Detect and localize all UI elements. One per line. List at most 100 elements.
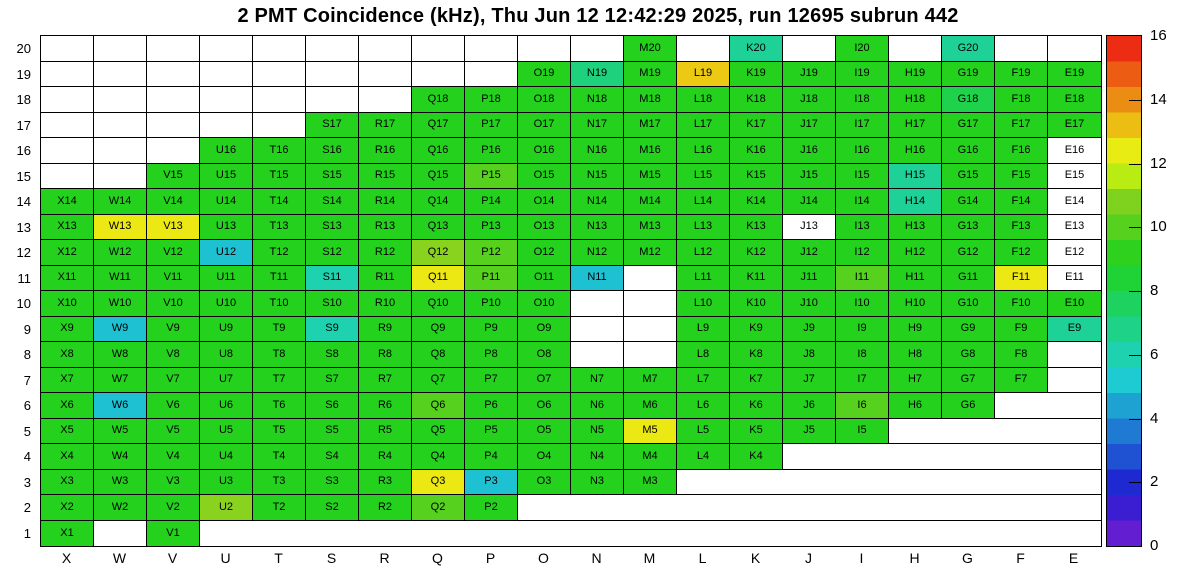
heatmap-cell: F10 — [995, 291, 1048, 317]
heatmap-cell-blank — [783, 495, 836, 521]
heatmap-cell-blank — [836, 444, 889, 470]
heatmap-cell: R6 — [359, 393, 412, 419]
heatmap-cell: S2 — [306, 495, 359, 521]
heatmap-cell: G16 — [942, 138, 995, 164]
heatmap-cell-blank — [359, 521, 412, 547]
heatmap-cell: K10 — [730, 291, 783, 317]
heatmap-cell-blank — [995, 444, 1048, 470]
heatmap-cell: O12 — [518, 240, 571, 266]
heatmap-cell: N6 — [571, 393, 624, 419]
heatmap-cell: F13 — [995, 214, 1048, 240]
heatmap-cell: O15 — [518, 163, 571, 189]
heatmap-cell: L16 — [677, 138, 730, 164]
heatmap-cell: H10 — [889, 291, 942, 317]
heatmap-cell-empty — [200, 36, 253, 62]
heatmap-cell: W13 — [94, 214, 147, 240]
heatmap-cell-blank — [518, 495, 571, 521]
heatmap-cell: M7 — [624, 367, 677, 393]
heatmap-cell-empty — [41, 36, 94, 62]
heatmap-cell: L9 — [677, 316, 730, 342]
x-axis-label: S — [326, 550, 337, 566]
heatmap-cell: P15 — [465, 163, 518, 189]
y-axis-label: 3 — [23, 474, 31, 490]
heatmap-cell: U3 — [200, 469, 253, 495]
heatmap-cell: O4 — [518, 444, 571, 470]
heatmap-cell: G11 — [942, 265, 995, 291]
heatmap-cell: I16 — [836, 138, 889, 164]
heatmap-cell: V8 — [147, 342, 200, 368]
heatmap-cell-blank — [730, 495, 783, 521]
heatmap-cell: J17 — [783, 112, 836, 138]
chart-title: 2 PMT Coincidence (kHz), Thu Jun 12 12:4… — [237, 5, 959, 27]
y-axis-label: 10 — [16, 296, 31, 312]
heatmap-cell-empty — [94, 61, 147, 87]
heatmap-cell: M19 — [624, 61, 677, 87]
heatmap-cell: W3 — [94, 469, 147, 495]
heatmap-cell: N11 — [571, 265, 624, 291]
heatmap-cell-blank — [624, 495, 677, 521]
colorbar-tick-label: 4 — [1150, 409, 1159, 427]
heatmap-cell-empty — [147, 87, 200, 113]
heatmap-cell: J7 — [783, 367, 836, 393]
heatmap-cell-empty — [571, 342, 624, 368]
heatmap-cell: I15 — [836, 163, 889, 189]
heatmap-cell: L8 — [677, 342, 730, 368]
heatmap-cell: Q5 — [412, 418, 465, 444]
heatmap-cell: Q6 — [412, 393, 465, 419]
x-axis-label: M — [643, 550, 656, 566]
heatmap-cell: N17 — [571, 112, 624, 138]
heatmap-cell-blank — [889, 495, 942, 521]
heatmap-cell: T7 — [253, 367, 306, 393]
heatmap-cell: E16 — [1048, 138, 1101, 164]
heatmap-cell: W7 — [94, 367, 147, 393]
heatmap-cell: P10 — [465, 291, 518, 317]
heatmap-cell: H16 — [889, 138, 942, 164]
heatmap-cell: U14 — [200, 189, 253, 215]
heatmap-cell: L7 — [677, 367, 730, 393]
heatmap-cell: E12 — [1048, 240, 1101, 266]
heatmap-cell: I18 — [836, 87, 889, 113]
heatmap-cell-empty — [624, 291, 677, 317]
heatmap-cell: M13 — [624, 214, 677, 240]
heatmap-cell: I13 — [836, 214, 889, 240]
heatmap-cell: H7 — [889, 367, 942, 393]
heatmap-cell: X4 — [41, 444, 94, 470]
heatmap-cell: S14 — [306, 189, 359, 215]
heatmap-cell: I17 — [836, 112, 889, 138]
heatmap-cell-empty — [465, 61, 518, 87]
heatmap-cell: F19 — [995, 61, 1048, 87]
heatmap-cell: R10 — [359, 291, 412, 317]
heatmap-cell: T15 — [253, 163, 306, 189]
heatmap-cell: T14 — [253, 189, 306, 215]
heatmap-cell: R9 — [359, 316, 412, 342]
heatmap-cell-blank — [942, 495, 995, 521]
heatmap-cell-blank — [677, 521, 730, 547]
y-axis-label: 13 — [16, 219, 31, 235]
x-axis-label: L — [698, 550, 707, 566]
heatmap-cell: J13 — [783, 214, 836, 240]
heatmap-cell-empty — [147, 61, 200, 87]
heatmap-cell-empty — [306, 36, 359, 62]
heatmap-cell: F15 — [995, 163, 1048, 189]
heatmap-cell: K5 — [730, 418, 783, 444]
heatmap-cell-empty — [41, 112, 94, 138]
heatmap-cell: F11 — [995, 265, 1048, 291]
heatmap-cell: H13 — [889, 214, 942, 240]
x-axis-label: N — [591, 550, 602, 566]
heatmap-cell: X10 — [41, 291, 94, 317]
heatmap-cell: O8 — [518, 342, 571, 368]
heatmap-cell: P17 — [465, 112, 518, 138]
heatmap-cell: J10 — [783, 291, 836, 317]
heatmap-cell: L5 — [677, 418, 730, 444]
heatmap-cell: G20 — [942, 36, 995, 62]
colorbar-tick — [1129, 291, 1141, 292]
heatmap-cell: S17 — [306, 112, 359, 138]
heatmap-cell: P2 — [465, 495, 518, 521]
heatmap-cell: E10 — [1048, 291, 1101, 317]
colorbar-tick — [1129, 482, 1141, 484]
colorbar-tick — [1129, 99, 1141, 101]
heatmap-cell-empty — [200, 112, 253, 138]
heatmap-cell: O14 — [518, 189, 571, 215]
heatmap-cell: L10 — [677, 291, 730, 317]
